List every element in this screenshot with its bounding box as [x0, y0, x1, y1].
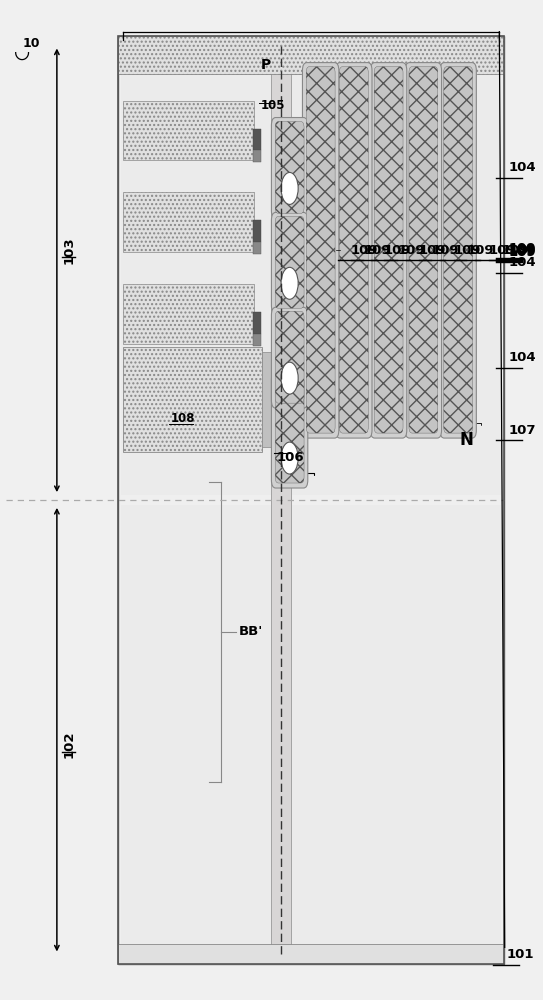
- Bar: [253, 312, 261, 334]
- FancyBboxPatch shape: [444, 67, 472, 433]
- FancyBboxPatch shape: [336, 63, 372, 438]
- Text: 104: 104: [509, 161, 536, 174]
- FancyBboxPatch shape: [272, 307, 308, 408]
- Bar: [118, 36, 503, 964]
- Text: 105: 105: [261, 99, 285, 112]
- FancyBboxPatch shape: [272, 372, 308, 488]
- FancyBboxPatch shape: [409, 67, 438, 433]
- Bar: [262, 352, 273, 447]
- FancyBboxPatch shape: [275, 216, 304, 308]
- Circle shape: [281, 172, 298, 204]
- Text: 103: 103: [62, 237, 75, 264]
- Bar: [118, 36, 503, 964]
- Text: 106: 106: [276, 451, 304, 464]
- Bar: [253, 220, 261, 242]
- Text: 102: 102: [62, 731, 75, 758]
- Text: 109: 109: [453, 244, 481, 257]
- Circle shape: [281, 267, 298, 299]
- Text: 104: 104: [509, 351, 536, 364]
- Text: 109: 109: [509, 246, 536, 259]
- Text: 109: 109: [466, 244, 494, 257]
- Bar: [253, 334, 261, 346]
- Circle shape: [281, 362, 298, 394]
- Bar: [121, 505, 501, 944]
- Text: 109: 109: [509, 242, 536, 255]
- Bar: [118, 944, 503, 964]
- Bar: [118, 36, 503, 74]
- FancyBboxPatch shape: [306, 67, 335, 433]
- Bar: [253, 129, 261, 150]
- Text: P: P: [261, 58, 271, 72]
- Text: BB': BB': [239, 625, 263, 638]
- Text: 109: 109: [364, 244, 392, 257]
- Bar: [253, 242, 261, 254]
- Text: 109: 109: [509, 245, 536, 258]
- Text: 109: 109: [397, 244, 425, 257]
- Text: 109: 109: [509, 243, 536, 256]
- FancyBboxPatch shape: [275, 311, 304, 403]
- Circle shape: [281, 442, 298, 474]
- Bar: [121, 74, 501, 495]
- Text: 101: 101: [506, 948, 534, 961]
- FancyBboxPatch shape: [272, 118, 308, 218]
- Bar: [123, 101, 254, 160]
- Text: 109: 109: [384, 244, 411, 257]
- Bar: [123, 347, 262, 452]
- Bar: [123, 192, 254, 252]
- Bar: [253, 150, 261, 162]
- Text: 109: 109: [432, 244, 459, 257]
- FancyBboxPatch shape: [405, 63, 441, 438]
- FancyBboxPatch shape: [374, 67, 403, 433]
- FancyBboxPatch shape: [370, 63, 407, 438]
- Text: 104: 104: [509, 256, 536, 269]
- Text: 109: 109: [509, 244, 536, 257]
- Bar: [123, 284, 254, 344]
- Text: 10: 10: [22, 37, 40, 50]
- Text: 109: 109: [419, 244, 446, 257]
- Text: N: N: [459, 431, 473, 449]
- Text: 109: 109: [502, 244, 529, 257]
- FancyBboxPatch shape: [275, 376, 304, 483]
- FancyBboxPatch shape: [440, 63, 476, 438]
- Bar: [271, 36, 291, 964]
- FancyBboxPatch shape: [302, 63, 339, 438]
- Text: 108: 108: [171, 412, 195, 425]
- Text: 109: 109: [351, 244, 378, 257]
- Text: 109: 109: [488, 244, 516, 257]
- FancyBboxPatch shape: [339, 67, 368, 433]
- FancyBboxPatch shape: [275, 122, 304, 213]
- Text: 107: 107: [509, 424, 536, 437]
- FancyBboxPatch shape: [272, 212, 308, 313]
